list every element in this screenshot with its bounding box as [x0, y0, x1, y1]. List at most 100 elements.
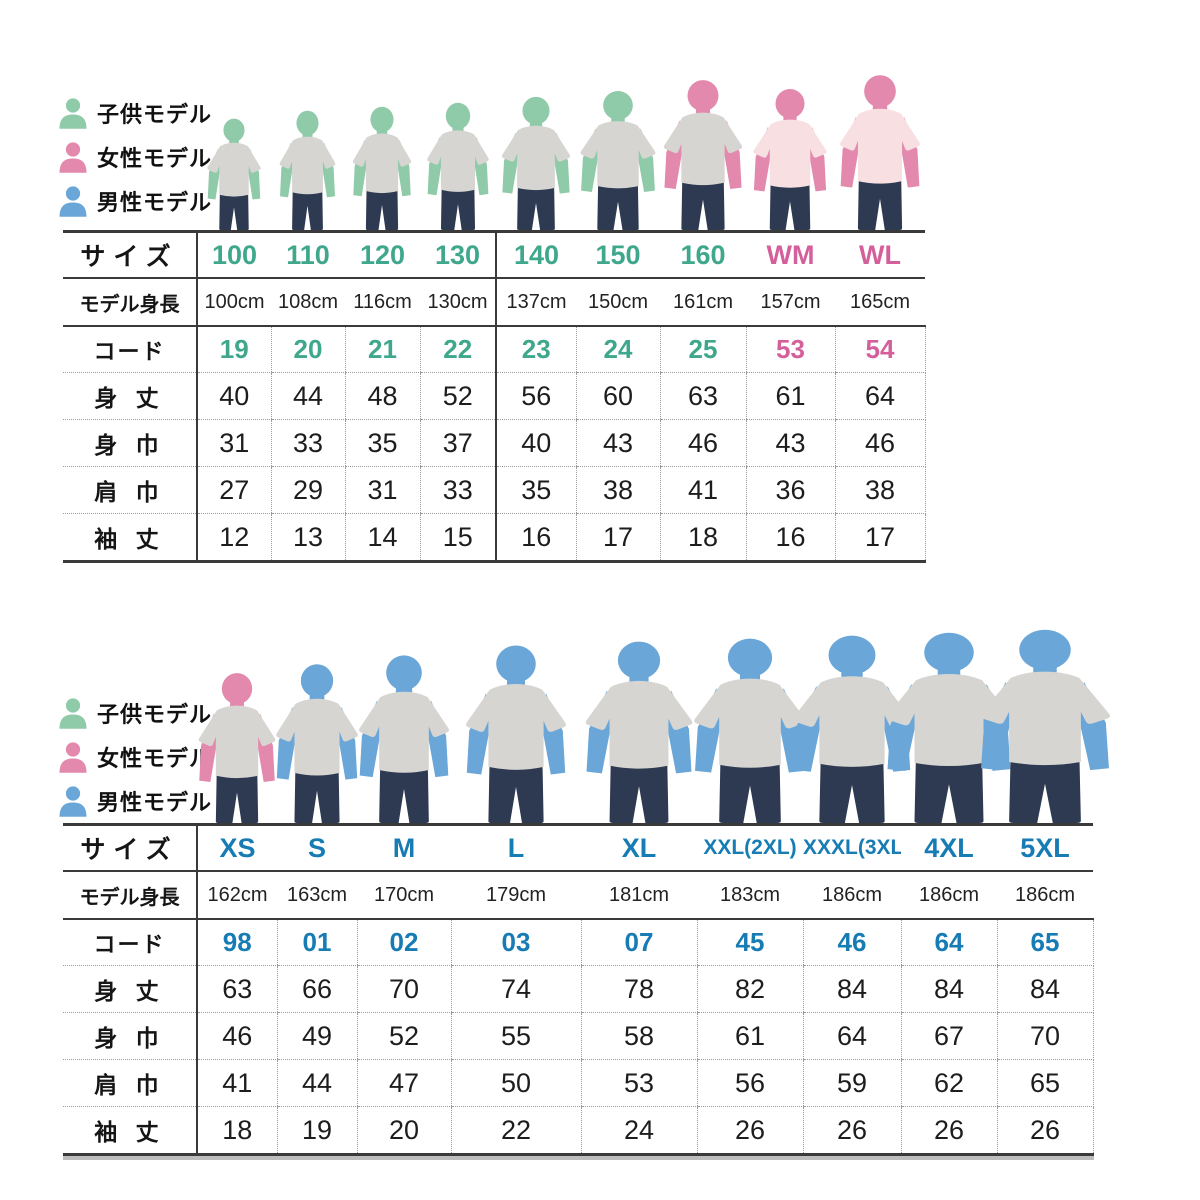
- legend-label: 女性モデル: [97, 146, 213, 171]
- size-cell: 160: [660, 231, 746, 279]
- body-width-row: 身 巾 46 49 52 55 58 61 64 67 70: [63, 1012, 1094, 1060]
- legend-item-female: 女性モデル: [58, 738, 212, 776]
- value-cell: 52: [356, 1012, 451, 1060]
- shoulder-width-row: 肩 巾 27 29 31 33 35 38 41 36 38: [63, 466, 926, 514]
- value-cell: 67: [900, 1012, 997, 1060]
- code-cell: 19: [196, 326, 271, 373]
- size-cell: XL: [581, 824, 697, 872]
- size-cell: 5XL: [997, 824, 1093, 872]
- value-cell: 64: [802, 1012, 901, 1060]
- value-cell: 31: [196, 419, 271, 467]
- height-cell: 163cm: [277, 871, 357, 920]
- value-cell: 65: [996, 1059, 1094, 1107]
- value-cell: 74: [450, 965, 581, 1013]
- person-icon: [58, 740, 88, 774]
- value-cell: 70: [356, 965, 451, 1013]
- legend-item-male: 男性モデル: [58, 782, 212, 820]
- value-cell: 26: [696, 1106, 803, 1155]
- value-cell: 70: [996, 1012, 1094, 1060]
- person-icon: [58, 696, 88, 730]
- value-cell: 29: [270, 466, 345, 514]
- code-cell: 65: [996, 919, 1094, 966]
- value-cell: 20: [356, 1106, 451, 1155]
- adult-size-table: サイズ XS S M L XL XXL(2XL) XXXL(3XL) 4XL 5…: [63, 823, 1094, 1156]
- value-cell: 27: [196, 466, 271, 514]
- code-cell: 20: [270, 326, 345, 373]
- legend-label: 子供モデル: [97, 102, 213, 127]
- height-cell: 170cm: [357, 871, 451, 920]
- value-cell: 47: [356, 1059, 451, 1107]
- model-figure-160: [656, 78, 750, 230]
- code-cell: 45: [696, 919, 803, 966]
- person-icon: [58, 96, 88, 130]
- row-label-size: サイズ: [63, 231, 198, 279]
- code-cell: 54: [834, 326, 926, 373]
- value-cell: 84: [802, 965, 901, 1013]
- row-label-body-width: 身 巾: [63, 1012, 198, 1060]
- value-cell: 46: [659, 419, 746, 467]
- value-cell: 33: [270, 419, 345, 467]
- height-cell: 157cm: [746, 278, 835, 327]
- size-cell: 120: [345, 231, 420, 279]
- code-cell: 03: [450, 919, 581, 966]
- value-cell: 50: [450, 1059, 581, 1107]
- value-cell: 56: [495, 372, 576, 420]
- model-figure-l: [456, 643, 576, 823]
- value-cell: 19: [276, 1106, 357, 1155]
- sleeve-length-row: 袖 丈 12 13 14 15 16 17 18 16 17: [63, 513, 926, 562]
- model-figure-wl: [832, 73, 928, 230]
- code-row: コード 98 01 02 03 07 45 46 64 65: [63, 919, 1094, 966]
- row-label-shoulder-width: 肩 巾: [63, 1059, 198, 1107]
- height-cell: 161cm: [660, 278, 746, 327]
- value-cell: 36: [745, 466, 835, 514]
- legend-item-child: 子供モデル: [58, 94, 212, 132]
- value-cell: 44: [276, 1059, 357, 1107]
- row-label-code: コード: [63, 919, 198, 966]
- value-cell: 48: [344, 372, 420, 420]
- value-cell: 58: [580, 1012, 697, 1060]
- value-cell: 63: [659, 372, 746, 420]
- value-cell: 46: [196, 1012, 277, 1060]
- size-cell: 140: [495, 231, 576, 279]
- body-length-row: 身 丈 40 44 48 52 56 60 63 61 64: [63, 372, 926, 420]
- value-cell: 16: [495, 513, 576, 562]
- legend-item-male: 男性モデル: [58, 182, 212, 220]
- model-height-row: モデル身長 100cm 108cm 116cm 130cm 137cm 150c…: [63, 278, 925, 327]
- size-row: サイズ XS S M L XL XXL(2XL) XXXL(3XL) 4XL 5…: [63, 824, 1093, 872]
- value-cell: 35: [344, 419, 420, 467]
- value-cell: 56: [696, 1059, 803, 1107]
- model-figure-5xl: [967, 627, 1123, 823]
- height-cell: 130cm: [420, 278, 496, 327]
- size-row: サイズ 100 110 120 130 140 150 160 WM WL: [63, 231, 925, 279]
- value-cell: 35: [495, 466, 576, 514]
- height-cell: 186cm: [803, 871, 901, 920]
- value-cell: 13: [270, 513, 345, 562]
- size-cell: 4XL: [901, 824, 997, 872]
- code-cell: 22: [419, 326, 496, 373]
- size-cell: L: [451, 824, 581, 872]
- value-cell: 44: [270, 372, 345, 420]
- sleeve-length-row: 袖 丈 18 19 20 22 24 26 26 26 26: [63, 1106, 1094, 1155]
- legend-item-child: 子供モデル: [58, 694, 212, 732]
- value-cell: 66: [276, 965, 357, 1013]
- value-cell: 18: [196, 1106, 277, 1155]
- size-cell: XS: [197, 824, 277, 872]
- height-cell: 150cm: [576, 278, 660, 327]
- value-cell: 31: [344, 466, 420, 514]
- model-figure-100: [202, 117, 266, 230]
- code-cell: 46: [802, 919, 901, 966]
- value-cell: 16: [745, 513, 835, 562]
- size-cell: 130: [420, 231, 496, 279]
- value-cell: 78: [580, 965, 697, 1013]
- value-cell: 53: [580, 1059, 697, 1107]
- row-label-sleeve-length: 袖 丈: [63, 1106, 198, 1155]
- row-label-body-width: 身 巾: [63, 419, 198, 467]
- value-cell: 84: [900, 965, 997, 1013]
- code-cell: 98: [196, 919, 277, 966]
- value-cell: 64: [834, 372, 926, 420]
- row-label-size: サイズ: [63, 824, 198, 872]
- model-figure-120: [347, 105, 417, 230]
- value-cell: 40: [196, 372, 271, 420]
- row-label-code: コード: [63, 326, 198, 373]
- height-cell: 100cm: [197, 278, 271, 327]
